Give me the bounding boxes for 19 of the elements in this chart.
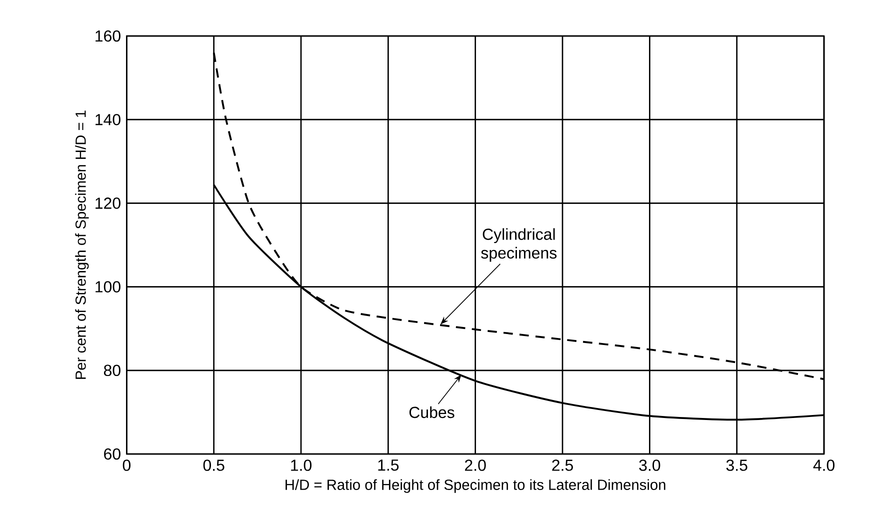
x-tick-label: 4.0 [813,460,835,471]
x-tick-label: 1.5 [378,460,399,471]
x-tick-label: 2.5 [552,460,573,471]
y-tick-label: 100 [96,281,120,292]
x-tick-label: 2.0 [465,460,486,471]
y-tick-label: 160 [96,30,120,42]
x-tick-label: 1.0 [291,460,312,471]
y-tick-label: 60 [104,448,120,460]
y-tick-label: 140 [96,114,120,126]
annotation: Cubes [409,406,454,418]
x-tick-label: 0 [122,460,130,471]
y-tick-label: 120 [96,198,120,209]
y-axis-title: Per cent of Strength of Specimen H/D = 1 [75,110,89,379]
x-axis-title: H/D = Ratio of Height of Specimen to its Lateral Dimension [286,479,666,493]
x-tick-label: 0.5 [203,460,224,471]
x-tick-label: 3.0 [639,460,660,471]
x-tick-label: 3.5 [726,460,748,471]
annotation: Cylindrical specimens [481,228,557,262]
y-tick-label: 80 [104,364,120,376]
